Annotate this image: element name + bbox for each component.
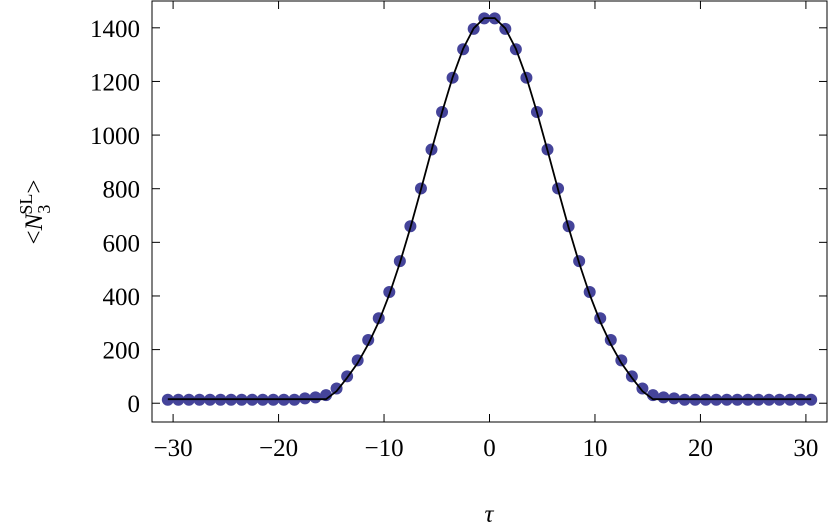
y-tick-label: 1200 <box>90 69 140 96</box>
data-point <box>646 389 659 402</box>
y-tick-label: 800 <box>103 177 141 204</box>
data-point <box>330 382 343 395</box>
data-point <box>657 391 670 404</box>
x-tick-label: −30 <box>154 435 193 462</box>
data-point <box>636 382 649 395</box>
x-tick-label: −10 <box>364 435 403 462</box>
y-tick-label: 1400 <box>90 16 140 43</box>
y-tick-label: 0 <box>128 391 141 418</box>
x-tick-label: 20 <box>688 435 713 462</box>
y-axis-label: <N3SL> <box>16 180 54 245</box>
y-tick-label: 200 <box>103 338 141 365</box>
plot-frame <box>151 0 828 423</box>
x-tick-label: 10 <box>582 435 607 462</box>
y-label-part: 3 <box>34 205 54 214</box>
y-tick-label: 1000 <box>90 123 140 150</box>
x-tick-label: 30 <box>793 435 818 462</box>
y-label-part: SL <box>16 194 36 215</box>
y-label-part: > <box>21 180 48 194</box>
fit-line <box>167 17 812 401</box>
x-axis-label: τ <box>485 501 495 528</box>
y-label-part: N <box>21 212 48 231</box>
y-label-part: < <box>21 230 48 244</box>
y-tick-label: 400 <box>103 284 141 311</box>
data-point <box>320 389 333 402</box>
x-tick-label: −20 <box>259 435 298 462</box>
x-tick-label: 0 <box>483 435 496 462</box>
y-tick-label: 600 <box>103 230 141 257</box>
data-point <box>309 391 322 404</box>
